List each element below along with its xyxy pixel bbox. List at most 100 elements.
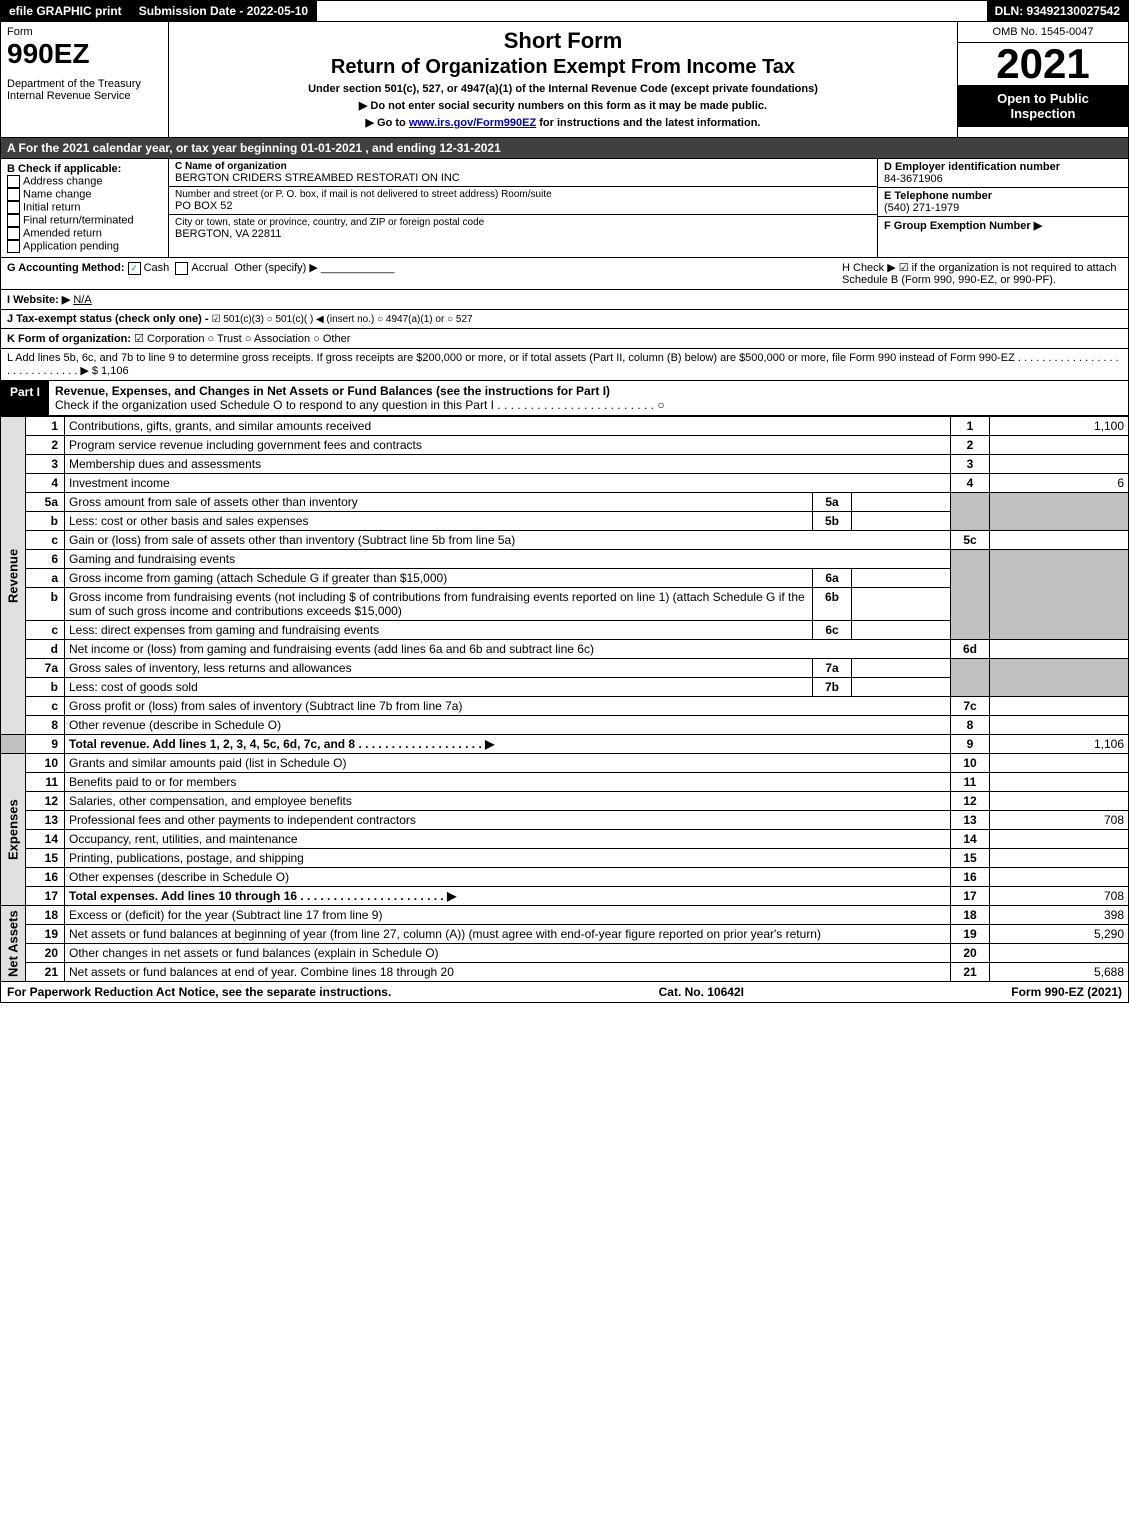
submission-date: Submission Date - 2022-05-10 <box>131 1 317 21</box>
footer-center: Cat. No. 10642I <box>391 985 1011 999</box>
col-c: C Name of organization BERGTON CRIDERS S… <box>169 159 878 257</box>
line-amount: 5,688 <box>990 963 1129 982</box>
goto-pre: ▶ Go to <box>366 117 409 129</box>
line-amount: 1,100 <box>990 417 1129 436</box>
line-amount: 1,106 <box>990 735 1129 754</box>
irs-link[interactable]: www.irs.gov/Form990EZ <box>409 117 536 129</box>
line-amount <box>990 868 1129 887</box>
line-amount <box>990 436 1129 455</box>
tax-year: 2021 <box>958 43 1128 85</box>
line-amount <box>990 640 1129 659</box>
line-rnum: 9 <box>951 735 990 754</box>
line-rnum: 15 <box>951 849 990 868</box>
b-item-pending[interactable]: Application pending <box>7 240 162 253</box>
row-g-h: G Accounting Method: Cash Accrual Other … <box>0 258 1129 290</box>
b-item-label: Amended return <box>23 227 102 239</box>
line-rnum: 10 <box>951 754 990 773</box>
b-item-final[interactable]: Final return/terminated <box>7 214 162 227</box>
line-desc: Excess or (deficit) for the year (Subtra… <box>65 906 951 925</box>
form-word: Form <box>7 26 162 38</box>
line-amount <box>990 754 1129 773</box>
line-desc: Gaming and fundraising events <box>65 550 951 569</box>
title-short-form: Short Form <box>177 28 949 54</box>
line-num: b <box>26 678 65 697</box>
line-num: b <box>26 588 65 621</box>
line-num: 4 <box>26 474 65 493</box>
line-num: 18 <box>26 906 65 925</box>
col-def: D Employer identification number 84-3671… <box>878 159 1128 257</box>
efile-print[interactable]: efile GRAPHIC print <box>1 1 131 21</box>
d-row: D Employer identification number 84-3671… <box>878 159 1128 188</box>
line-num: 5a <box>26 493 65 512</box>
org-address: PO BOX 52 <box>175 200 871 212</box>
line-desc: Salaries, other compensation, and employ… <box>65 792 951 811</box>
line-subval <box>852 512 951 531</box>
line-amount: 398 <box>990 906 1129 925</box>
i-label: I Website: ▶ <box>7 294 70 306</box>
warning-ssn: ▶ Do not enter social security numbers o… <box>177 99 949 112</box>
line-rnum: 17 <box>951 887 990 906</box>
c-addr-row: Number and street (or P. O. box, if mail… <box>169 187 877 215</box>
line-num: 20 <box>26 944 65 963</box>
header-right: OMB No. 1545-0047 2021 Open to Public In… <box>957 22 1128 137</box>
line-num: 15 <box>26 849 65 868</box>
line-desc: Gross amount from sale of assets other t… <box>65 493 813 512</box>
f-row: F Group Exemption Number ▶ <box>878 217 1128 234</box>
line-num: 1 <box>26 417 65 436</box>
line-num: 17 <box>26 887 65 906</box>
line-desc: Program service revenue including govern… <box>65 436 951 455</box>
line-amount: 6 <box>990 474 1129 493</box>
g-accrual-checkbox[interactable] <box>175 262 188 275</box>
line-desc: Less: cost of goods sold <box>65 678 813 697</box>
b-item-address[interactable]: Address change <box>7 175 162 188</box>
expenses-vlabel: Expenses <box>1 754 26 906</box>
section-a: A For the 2021 calendar year, or tax yea… <box>0 138 1129 159</box>
grey-cell <box>990 493 1129 531</box>
line-amount <box>990 849 1129 868</box>
line-num: 11 <box>26 773 65 792</box>
line-subval <box>852 678 951 697</box>
part-i-check: Check if the organization used Schedule … <box>55 398 665 412</box>
line-subnum: 7b <box>813 678 852 697</box>
line-num: 9 <box>26 735 65 754</box>
dept-line2: Internal Revenue Service <box>7 90 162 102</box>
ein-value: 84-3671906 <box>884 173 1122 185</box>
line-rnum: 13 <box>951 811 990 830</box>
line-subval <box>852 659 951 678</box>
line-num: d <box>26 640 65 659</box>
line-desc-total: Total expenses. Add lines 10 through 16 … <box>65 887 951 906</box>
subtitle: Under section 501(c), 527, or 4947(a)(1)… <box>177 83 949 95</box>
footer-right-pre: Form <box>1011 985 1044 999</box>
line-desc: Gross profit or (loss) from sales of inv… <box>65 697 951 716</box>
b-item-initial[interactable]: Initial return <box>7 201 162 214</box>
line-subnum: 6b <box>813 588 852 621</box>
line-subnum: 6a <box>813 569 852 588</box>
line-amount <box>990 792 1129 811</box>
line-desc: Printing, publications, postage, and shi… <box>65 849 951 868</box>
line-rnum: 11 <box>951 773 990 792</box>
line-amount: 5,290 <box>990 925 1129 944</box>
line-rnum: 3 <box>951 455 990 474</box>
line-rnum: 12 <box>951 792 990 811</box>
f-label: F Group Exemption Number ▶ <box>884 219 1122 232</box>
line-rnum: 20 <box>951 944 990 963</box>
b-item-amended[interactable]: Amended return <box>7 227 162 240</box>
line-rnum: 18 <box>951 906 990 925</box>
grey-cell <box>951 493 990 531</box>
line-num: 14 <box>26 830 65 849</box>
h-block: H Check ▶ ☑ if the organization is not r… <box>842 261 1122 286</box>
line-amount <box>990 697 1129 716</box>
g-cash-checkbox[interactable] <box>128 262 141 275</box>
line-num: 10 <box>26 754 65 773</box>
line-amount <box>990 531 1129 550</box>
l-text: L Add lines 5b, 6c, and 7b to line 9 to … <box>7 352 1122 377</box>
line-amount: 708 <box>990 887 1129 906</box>
part-i-title-text: Revenue, Expenses, and Changes in Net As… <box>55 384 610 398</box>
b-item-name[interactable]: Name change <box>7 188 162 201</box>
line-rnum: 14 <box>951 830 990 849</box>
dept-line1: Department of the Treasury <box>7 78 162 90</box>
line-subnum: 5b <box>813 512 852 531</box>
line-desc: Other revenue (describe in Schedule O) <box>65 716 951 735</box>
row-i: I Website: ▶ N/A <box>0 290 1129 310</box>
g-cash: Cash <box>144 262 170 274</box>
